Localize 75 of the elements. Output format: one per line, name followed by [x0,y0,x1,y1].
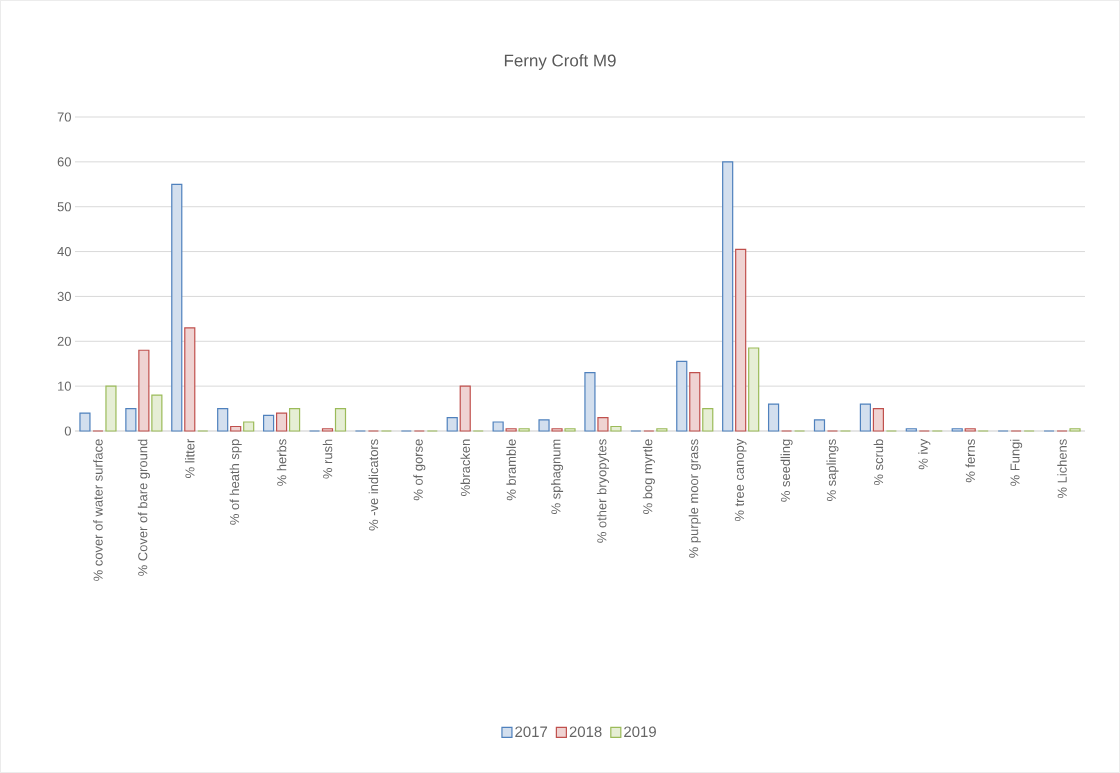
bar [262,414,275,432]
bar [492,421,504,432]
bar [689,372,701,432]
x-tick-label: % ivy [918,438,931,470]
y-tick-label: 40 [57,246,71,257]
bar [459,385,471,432]
bar [584,372,596,432]
x-tick-label: % other bryopytes [596,439,609,543]
bar [564,428,576,432]
bar [676,360,688,432]
x-tick-label: % seedling [780,439,793,502]
bar [518,428,530,432]
x-tick-label: % of heath spp [229,439,242,525]
x-tick-label: % of gorse [413,439,426,501]
bar [125,407,137,432]
y-tick-label: 10 [58,381,71,391]
x-tick-label: % Lichens [1057,439,1067,499]
bar [813,419,826,432]
bar [551,428,563,432]
bar [767,403,780,432]
bar [505,428,517,432]
bar [230,425,242,432]
x-tick-label: % herbs [276,439,287,486]
x-tick-label: % saplings [826,439,839,501]
x-tick-label: % bog myrtle [642,439,655,514]
bar [951,428,963,432]
y-tick-label: 0 [64,426,71,436]
legend-label: 2019 [624,726,656,738]
bar [171,183,183,432]
x-tick-label: % sphagnum [551,439,564,514]
bar [217,407,229,432]
bar [735,248,747,432]
x-tick-label: % litter [185,439,195,478]
y-tick-label: 20 [57,336,71,346]
bar [859,403,871,432]
bar [105,385,117,432]
legend-label: 2017 [515,726,548,738]
x-tick-label: % Fungi [1010,439,1023,486]
bar [184,327,196,432]
bar [243,421,255,432]
bar [151,394,163,432]
legend-label: 2018 [569,726,602,738]
x-tick-label: % bramble [506,439,516,501]
bar [79,412,91,432]
bar [446,416,458,432]
x-tick-label: %bracken [460,439,470,496]
bar [748,347,760,432]
y-tick-label: 50 [57,202,71,212]
bar [702,407,714,432]
bar [597,416,609,432]
bar [138,349,150,432]
bar [275,412,288,432]
chart-title: Ferny Croft M9 [504,54,616,70]
y-tick-label: 60 [57,157,71,167]
y-tick-label: 30 [57,291,71,302]
x-tick-label: % Cover of bare ground [137,439,150,576]
bar [538,419,550,432]
x-tick-label: % ferns [965,439,975,483]
bar [905,428,917,432]
bar [656,428,668,432]
bar [288,407,301,432]
x-tick-label: % purple moor grass [688,439,701,558]
bar [334,407,347,432]
bar [321,428,334,432]
bar [872,407,884,432]
x-tick-label: % rush [322,439,333,479]
bar [722,161,734,432]
x-tick-label: % scrub [873,439,884,486]
bar [964,428,976,432]
bar [610,425,622,432]
x-tick-label: % tree canopy [734,438,747,522]
bar [1069,428,1081,432]
x-tick-label: % cover of water surface [93,439,103,581]
y-tick-label: 70 [57,112,71,122]
x-tick-label: % -ve indicators [368,439,379,531]
